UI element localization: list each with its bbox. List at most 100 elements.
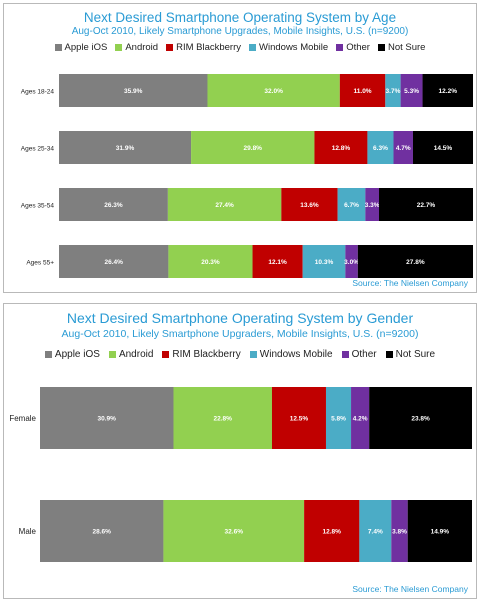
legend-swatch-apple-ios	[54, 44, 62, 51]
bar-ages-55-windows-mobile	[302, 245, 346, 278]
bar-ages-55-not-sure	[357, 245, 473, 278]
legend-swatch-rim-blackberry	[166, 44, 174, 51]
bar-male-not-sure	[407, 500, 472, 562]
legend-label-not-sure: Not Sure	[387, 42, 426, 53]
bar-ages-25-34-rim-blackberry	[314, 131, 368, 164]
data-label-female-other: 4.2%	[353, 416, 368, 423]
data-label-male-android: 32.6%	[225, 529, 244, 536]
bar-female-windows-mobile	[325, 387, 352, 449]
data-label-ages-18-24-rim-blackberry: 11.0%	[354, 88, 372, 95]
bar-ages-18-24-apple-ios	[59, 74, 208, 107]
data-label-ages-25-34-apple-ios: 31.9%	[116, 145, 135, 152]
category-label-female: Female	[9, 414, 36, 423]
bar-male-windows-mobile	[359, 500, 392, 562]
age-chart-source: Source: The Nielsen Company	[352, 278, 468, 288]
data-label-female-not-sure: 23.8%	[411, 416, 430, 423]
legend-item-other: Other	[336, 42, 370, 53]
legend-item-android: Android	[108, 349, 154, 360]
data-label-ages-18-24-windows-mobile: 3.7%	[386, 88, 401, 95]
data-label-ages-55-rim-blackberry: 12.1%	[268, 259, 287, 266]
legend-item-rim-blackberry: RIM Blackberry	[166, 42, 241, 53]
legend-label-rim-blackberry: RIM Blackberry	[172, 349, 241, 360]
legend-swatch-windows-mobile	[249, 351, 257, 358]
bar-male-rim-blackberry	[304, 500, 360, 562]
data-label-ages-25-34-windows-mobile: 6.3%	[373, 145, 388, 152]
bar-ages-25-34-not-sure	[412, 131, 473, 164]
bar-ages-18-24-windows-mobile	[385, 74, 401, 107]
legend-swatch-other	[341, 351, 349, 358]
bar-ages-55-apple-ios	[59, 245, 169, 278]
bar-ages-35-54-not-sure	[379, 188, 473, 221]
data-label-ages-25-34-other: 4.7%	[396, 145, 411, 152]
data-label-female-windows-mobile: 5.8%	[331, 416, 346, 423]
data-label-ages-35-54-not-sure: 22.7%	[417, 202, 436, 209]
legend-item-windows-mobile: Windows Mobile	[249, 349, 333, 360]
data-label-ages-35-54-windows-mobile: 6.7%	[344, 202, 359, 209]
legend-swatch-other	[336, 44, 344, 51]
data-label-female-rim-blackberry: 12.5%	[290, 416, 309, 423]
bar-ages-55-rim-blackberry	[252, 245, 303, 278]
legend-item-not-sure: Not Sure	[377, 42, 426, 53]
legend-swatch-apple-ios	[44, 351, 52, 358]
gender-chart-legend: Apple iOS Android RIM Blackberry Windows…	[4, 349, 476, 360]
data-label-ages-35-54-apple-ios: 26.3%	[104, 202, 123, 209]
legend-item-other: Other	[341, 349, 377, 360]
data-label-ages-55-windows-mobile: 10.3%	[315, 259, 334, 266]
data-label-ages-25-34-not-sure: 14.5%	[434, 145, 453, 152]
age-chart-legend: Apple iOS Android RIM Blackberry Windows…	[4, 42, 476, 53]
legend-label-other: Other	[351, 349, 377, 360]
data-label-ages-55-apple-ios: 26.4%	[104, 259, 123, 266]
bar-ages-35-54-android	[167, 188, 282, 221]
data-label-male-windows-mobile: 7.4%	[368, 529, 383, 536]
age-chart-plot: Ages 18-24 35.9% 32.0% 11.0% 3.7% 5.3% 12.2% Ag…	[21, 74, 473, 278]
gender-chart-plot: Female 30.9% 22.8% 12.5% 5.8% 4.2% 23.8% Male 28…	[9, 387, 472, 562]
bar-female-rim-blackberry	[271, 387, 326, 449]
bar-ages-55-other	[345, 245, 358, 278]
category-label-ages-35-54: Ages 35-54	[21, 203, 55, 210]
bar-female-apple-ios	[40, 387, 174, 449]
bar-female-not-sure	[369, 387, 472, 449]
bar-ages-25-34-other	[393, 131, 413, 164]
gender-chart-subtitle: Aug-Oct 2010, Likely Smartphone Upgrader…	[61, 328, 419, 340]
legend-label-windows-mobile: Windows Mobile	[259, 349, 333, 360]
legend-swatch-android	[115, 44, 123, 51]
legend-label-apple-ios: Apple iOS	[54, 349, 100, 360]
gender-chart-source: Source: The Nielsen Company	[352, 584, 468, 594]
category-label-ages-18-24: Ages 18-24	[21, 89, 55, 96]
bar-male-other	[391, 500, 408, 562]
legend-item-windows-mobile: Windows Mobile	[249, 42, 328, 53]
bar-male-apple-ios	[40, 500, 164, 562]
legend-swatch-rim-blackberry	[162, 351, 170, 358]
legend-item-apple-ios: Apple iOS	[44, 349, 100, 360]
bar-ages-35-54-other	[365, 188, 380, 221]
category-label-ages-25-34: Ages 25-34	[21, 146, 55, 153]
bar-ages-18-24-rim-blackberry	[339, 74, 386, 107]
legend-swatch-not-sure	[377, 44, 385, 51]
data-label-ages-18-24-other: 5.3%	[404, 88, 419, 95]
legend-label-not-sure: Not Sure	[395, 349, 436, 360]
bar-ages-18-24-not-sure	[422, 74, 473, 107]
legend-swatch-not-sure	[385, 351, 393, 358]
bar-ages-35-54-windows-mobile	[337, 188, 366, 221]
legend-swatch-android	[108, 351, 116, 358]
data-label-female-android: 22.8%	[214, 416, 233, 423]
data-label-male-apple-ios: 28.6%	[92, 529, 111, 536]
data-label-male-rim-blackberry: 12.8%	[323, 529, 342, 536]
legend-label-apple-ios: Apple iOS	[64, 42, 108, 53]
bar-ages-25-34-windows-mobile	[367, 131, 394, 164]
legend-item-rim-blackberry: RIM Blackberry	[162, 349, 241, 360]
bar-ages-35-54-rim-blackberry	[281, 188, 338, 221]
bar-ages-25-34-android	[191, 131, 315, 164]
legend-label-android: Android	[118, 349, 154, 360]
bar-female-android	[173, 387, 272, 449]
legend-label-windows-mobile: Windows Mobile	[259, 42, 329, 53]
data-label-ages-18-24-android: 32.0%	[264, 88, 283, 95]
data-label-ages-55-android: 20.3%	[201, 259, 220, 266]
age-chart-title: Next Desired Smartphone Operating System…	[83, 10, 397, 25]
legend-item-not-sure: Not Sure	[385, 349, 436, 360]
bar-ages-18-24-android	[207, 74, 340, 107]
legend-label-rim-blackberry: RIM Blackberry	[176, 42, 242, 53]
data-label-male-other: 3.8%	[392, 529, 407, 536]
data-label-ages-25-34-rim-blackberry: 12.8%	[332, 145, 351, 152]
data-label-ages-35-54-rim-blackberry: 13.6%	[300, 202, 319, 209]
